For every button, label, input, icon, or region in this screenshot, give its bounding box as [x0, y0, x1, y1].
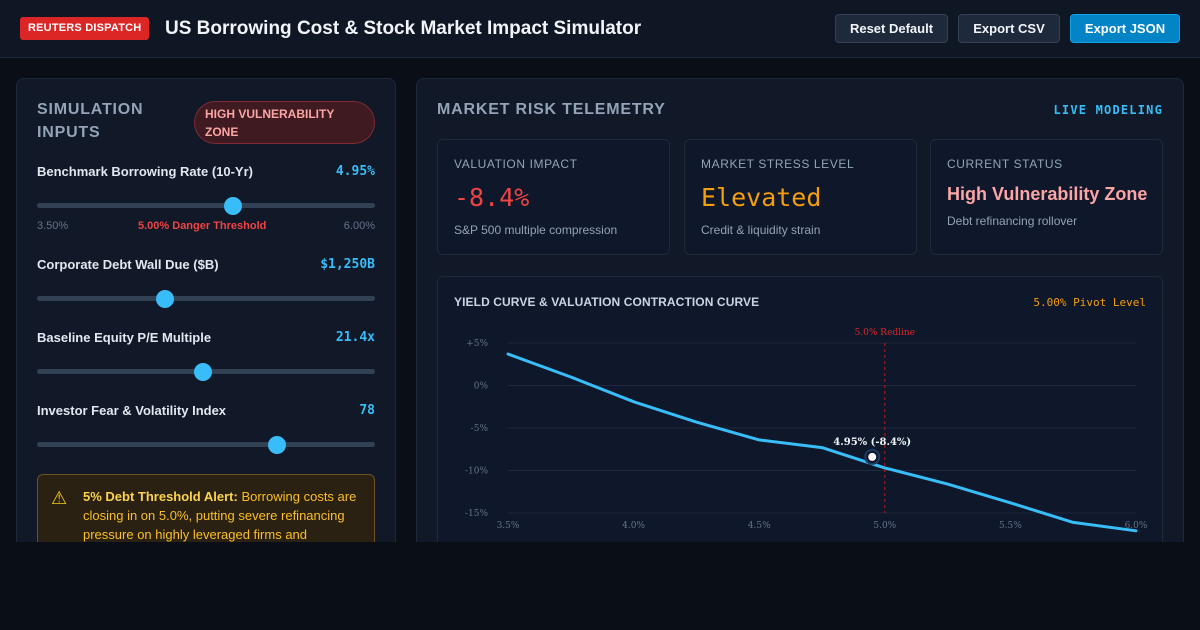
telemetry-title: MARKET RISK TELEMETRY — [437, 101, 666, 118]
status-pill-line2: ZONE — [205, 125, 239, 139]
current-status-value: High Vulnerability Zone — [947, 184, 1148, 204]
redline-label: 5.0% Redline — [855, 328, 915, 338]
x-tick-label: 3.5% — [497, 521, 520, 531]
current-status-card: CURRENT STATUS High Vulnerability Zone D… — [930, 139, 1163, 255]
page-background — [0, 542, 1200, 630]
alert-line2: closing in on 5.0%, putting severe refin… — [83, 508, 345, 523]
valuation-curve-line — [506, 352, 1138, 533]
y-tick-label: -5% — [471, 424, 489, 434]
pe-multiple-label: Baseline Equity P/E Multiple — [37, 330, 212, 345]
market-stress-card: MARKET STRESS LEVEL Elevated Credit & li… — [684, 139, 917, 255]
market-stress-value: Elevated — [701, 183, 822, 212]
x-tick-label: 5.0% — [873, 521, 896, 531]
pivot-level-label: 5.00% Pivot Level — [1033, 296, 1146, 309]
warning-icon: ⚠ — [51, 488, 68, 508]
alert-message: 5% Debt Threshold Alert: Borrowing costs… — [83, 487, 368, 544]
debt-wall-slider[interactable] — [37, 289, 375, 308]
card-label: CURRENT STATUS — [947, 157, 1063, 171]
export-json-button[interactable]: Export JSON — [1070, 14, 1180, 43]
danger-threshold-label: 5.00% Danger Threshold — [138, 220, 267, 232]
market-risk-panel: MARKET RISK TELEMETRY LIVE MODELING VALU… — [416, 78, 1184, 559]
x-tick-label: 6.0% — [1125, 521, 1148, 531]
export-csv-button[interactable]: Export CSV — [958, 14, 1060, 43]
valuation-chart-card: YIELD CURVE & VALUATION CONTRACTION CURV… — [437, 276, 1163, 559]
simulation-inputs-panel: SIMULATION INPUTS HIGH VULNERABILITY ZON… — [16, 78, 396, 574]
pe-multiple-slider[interactable] — [37, 362, 375, 381]
fear-index-slider-thumb[interactable] — [267, 435, 286, 454]
pe-multiple-value: 21.4x — [335, 330, 375, 345]
inputs-title: SIMULATION INPUTS — [37, 98, 143, 144]
x-tick-label: 5.5% — [999, 521, 1022, 531]
y-tick-label: 0% — [474, 382, 489, 392]
reset-default-button[interactable]: Reset Default — [835, 14, 948, 43]
app-header: REUTERS DISPATCH US Borrowing Cost & Sto… — [0, 0, 1200, 58]
fear-index-label: Investor Fear & Volatility Index — [37, 403, 227, 418]
app-title: US Borrowing Cost & Stock Market Impact … — [165, 18, 642, 39]
inputs-title-line2: INPUTS — [37, 124, 101, 141]
debt-wall-value: $1,250B — [320, 257, 375, 272]
debt-wall-slider-thumb[interactable] — [156, 289, 175, 308]
card-subtext: S&P 500 multiple compression — [454, 223, 618, 237]
valuation-impact-value: -8.4% — [454, 183, 530, 212]
x-tick-label: 4.5% — [748, 521, 771, 531]
borrowing-rate-slider[interactable] — [37, 196, 375, 215]
status-pill-line1: HIGH VULNERABILITY — [205, 107, 335, 121]
borrowing-rate-slider-thumb[interactable] — [224, 196, 243, 215]
valuation-curve-chart: +5% 0% -5% -10% -15% 3.5% 4.0% 4.5% 5.0% 5.5% 6.0%… — [465, 328, 1148, 533]
card-label: MARKET STRESS LEVEL — [701, 157, 855, 171]
inputs-title-line1: SIMULATION — [37, 101, 144, 118]
current-point-marker — [868, 452, 877, 461]
y-tick-label: -10% — [465, 467, 488, 477]
dispatch-badge: REUTERS DISPATCH — [20, 17, 150, 40]
alert-heading: 5% Debt Threshold Alert: — [83, 489, 238, 504]
vulnerability-status-pill: HIGH VULNERABILITY ZONE — [194, 101, 375, 144]
card-label: VALUATION IMPACT — [454, 157, 578, 171]
x-tick-label: 4.0% — [622, 521, 645, 531]
borrowing-rate-value: 4.95% — [335, 164, 375, 179]
y-tick-label: +5% — [466, 339, 488, 349]
borrowing-rate-label: Benchmark Borrowing Rate (10-Yr) — [37, 164, 253, 179]
alert-line3: pressure on highly leveraged firms and — [83, 527, 308, 542]
alert-line1: Borrowing costs are — [241, 489, 357, 504]
valuation-impact-card: VALUATION IMPACT -8.4% S&P 500 multiple … — [437, 139, 670, 255]
borrowing-rate-max: 6.00% — [343, 220, 375, 232]
debt-wall-label: Corporate Debt Wall Due ($B) — [37, 257, 219, 272]
borrowing-rate-min: 3.50% — [37, 220, 69, 232]
y-tick-label: -15% — [465, 509, 488, 519]
card-subtext: Debt refinancing rollover — [947, 214, 1078, 228]
live-modeling-tag: LIVE MODELING — [1053, 103, 1163, 117]
card-subtext: Credit & liquidity strain — [701, 223, 821, 237]
fear-index-value: 78 — [359, 403, 375, 418]
fear-index-slider[interactable] — [37, 435, 375, 454]
pe-multiple-slider-thumb[interactable] — [193, 362, 212, 381]
current-point-label: 4.95% (-8.4%) — [833, 437, 911, 448]
chart-title: YIELD CURVE & VALUATION CONTRACTION CURV… — [454, 295, 760, 309]
